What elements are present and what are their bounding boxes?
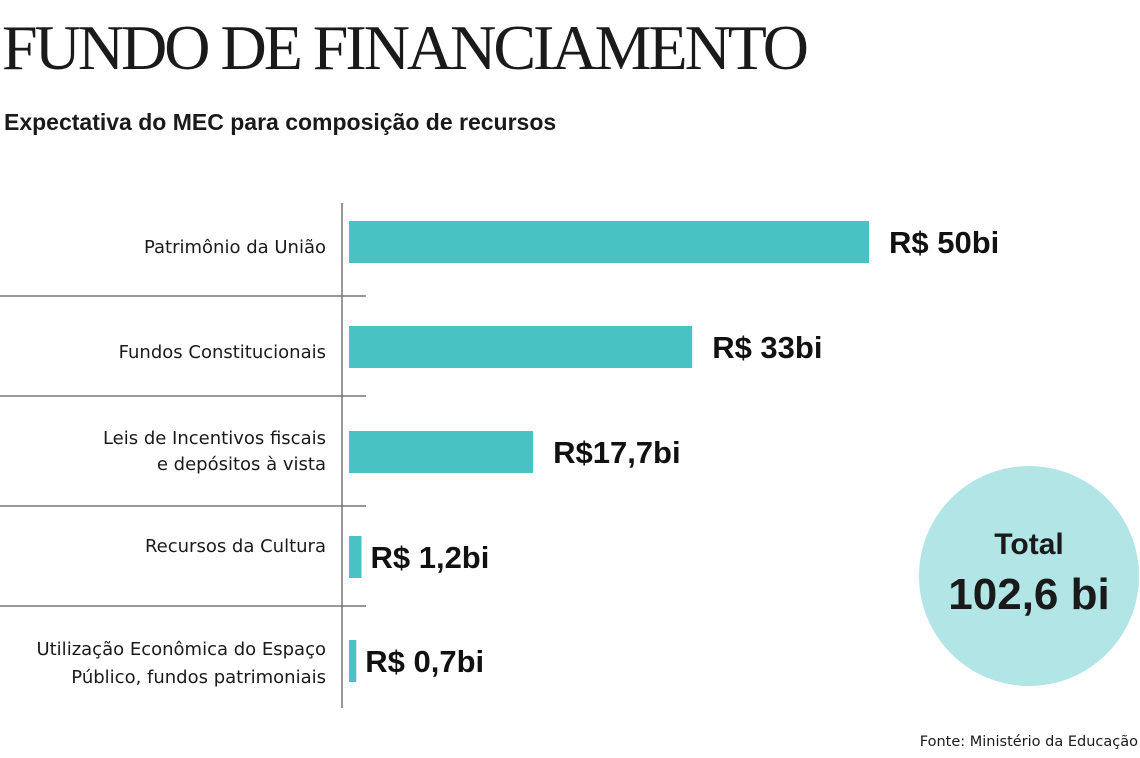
chart-title: FUNDO DE FINANCIAMENTO [2, 12, 809, 83]
bar-2 [349, 326, 693, 368]
category-label-1: Patrimônio da União [144, 237, 326, 258]
value-label-2: R$ 33bi [712, 330, 822, 365]
bar-1 [349, 221, 869, 263]
value-label-5: R$ 0,7bi [365, 644, 484, 679]
total-label: Total [994, 528, 1064, 561]
bar-5 [349, 640, 357, 682]
value-label-4: R$ 1,2bi [370, 540, 489, 575]
bar-3 [349, 431, 534, 473]
chart-subtitle: Expectativa do MEC para composição de re… [4, 109, 557, 135]
category-label-2: Fundos Constitucionais [119, 342, 326, 363]
category-label-5: Utilização Econômica do Espaço [36, 639, 326, 660]
category-label-3: Leis de Incentivos fiscais [103, 428, 326, 449]
total-circle: Total 102,6 bi [919, 466, 1139, 686]
total-value: 102,6 bi [948, 570, 1110, 619]
category-label-5: Público, fundos patrimoniais [71, 667, 326, 688]
category-label-4: Recursos da Cultura [145, 536, 326, 557]
value-label-3: R$17,7bi [553, 435, 681, 470]
bar-4 [349, 536, 362, 578]
value-label-1: R$ 50bi [889, 225, 999, 260]
category-label-3: e depósitos à vista [157, 454, 326, 475]
source-note: Fonte: Ministério da Educação [919, 734, 1138, 750]
